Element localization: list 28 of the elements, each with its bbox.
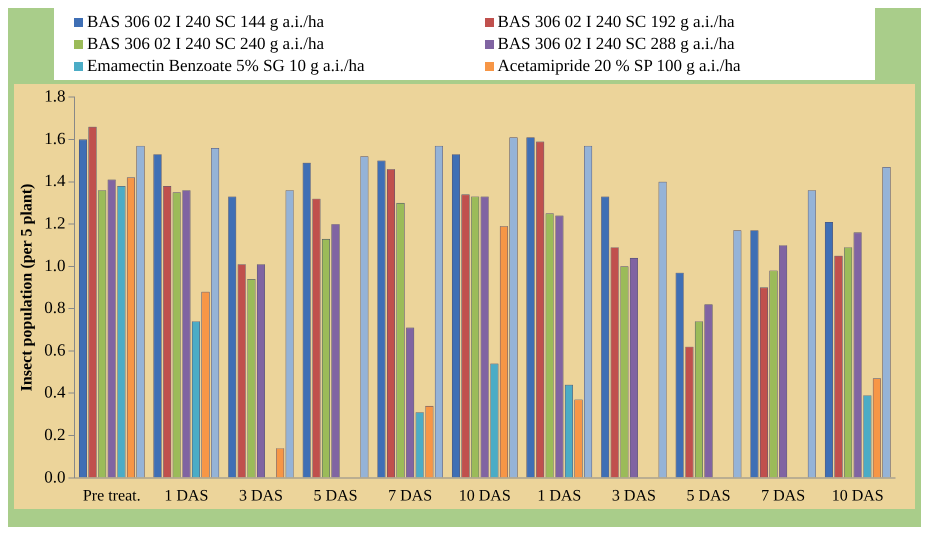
- x-tick-label: Pre treat.: [82, 488, 141, 505]
- y-tick-label: 0.4: [44, 382, 66, 402]
- x-tick-label: 1 DAS: [164, 488, 208, 505]
- y-tick-label: 0.2: [44, 424, 66, 444]
- legend-label: BAS 306 02 I 240 SC 192 g a.i./ha: [498, 11, 735, 33]
- legend-label: Emamectin Benzoate 5% SG 10 g a.i./ha: [87, 55, 365, 77]
- x-tick-label: 5 DAS: [314, 488, 358, 505]
- y-tick-label: 1.4: [44, 171, 66, 190]
- x-tick-label: 3 DAS: [612, 488, 656, 505]
- legend-label: Acetamipride 20 % SP 100 g a.i./ha: [498, 55, 740, 77]
- x-tick-label: 3 DAS: [238, 488, 283, 505]
- x-tick-label: 10 DAS: [832, 488, 884, 505]
- y-tick-label: 1.0: [44, 256, 66, 275]
- y-tick-label: 0.6: [44, 340, 66, 360]
- legend-label: BAS 306 02 I 240 SC 288 g a.i./ha: [498, 33, 735, 55]
- y-tick-label: 0.0: [44, 467, 66, 486]
- x-tick-label: 5 DAS: [686, 488, 731, 505]
- y-axis-title: Insect population (per 5 plant): [18, 184, 36, 392]
- y-tick-label: 1.8: [44, 86, 66, 106]
- y-tick-label: 1.6: [44, 128, 66, 148]
- y-tick-label: 1.2: [44, 214, 66, 233]
- legend-label: BAS 306 02 I 240 SC 240 g a.i./ha: [87, 33, 324, 55]
- x-tick-label: 7 DAS: [388, 488, 432, 505]
- legend-label: BAS 306 02 I 240 SC 144 g a.i./ha: [87, 11, 324, 33]
- y-tick-label: 0.8: [44, 298, 66, 318]
- x-tick-label: 10 DAS: [458, 488, 511, 505]
- x-tick-label: 7 DAS: [761, 488, 806, 505]
- x-tick-label: 1 DAS: [537, 488, 582, 505]
